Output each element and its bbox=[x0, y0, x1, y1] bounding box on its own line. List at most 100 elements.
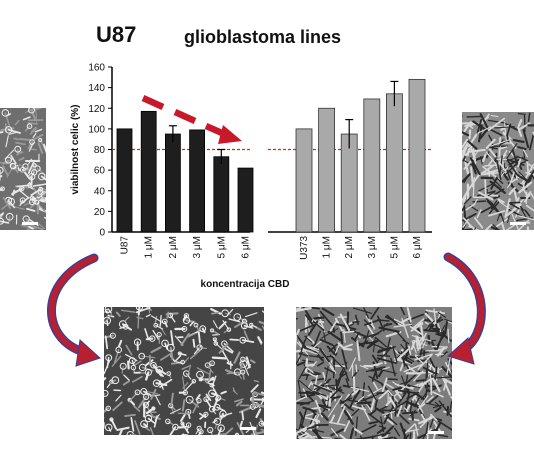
cell-body bbox=[185, 422, 192, 428]
cell bbox=[427, 334, 431, 345]
cell bbox=[239, 420, 243, 428]
cell bbox=[394, 348, 409, 363]
trend-arrow-dash bbox=[141, 95, 165, 110]
cell bbox=[370, 318, 375, 330]
cell bbox=[109, 379, 117, 385]
cell bbox=[450, 396, 452, 400]
cell bbox=[226, 361, 234, 366]
cell bbox=[43, 143, 46, 154]
cell bbox=[28, 158, 33, 165]
cell bbox=[394, 403, 398, 417]
cell bbox=[16, 150, 23, 156]
cell bbox=[352, 307, 373, 314]
cell bbox=[20, 196, 30, 205]
cell-body bbox=[150, 361, 157, 369]
cell bbox=[137, 395, 148, 409]
cell-body bbox=[166, 371, 172, 376]
cell bbox=[490, 176, 498, 190]
cell bbox=[347, 408, 360, 421]
cell bbox=[506, 203, 522, 217]
cell bbox=[318, 404, 332, 409]
cell bbox=[260, 391, 264, 395]
cell bbox=[104, 335, 109, 350]
cell bbox=[361, 405, 371, 422]
cell bbox=[402, 339, 410, 345]
cell bbox=[379, 405, 388, 411]
cell bbox=[37, 194, 45, 201]
cell bbox=[369, 362, 383, 367]
cell bbox=[520, 207, 528, 219]
cell-body bbox=[180, 421, 185, 426]
x-tick-label: 3 μM bbox=[367, 236, 378, 258]
cell bbox=[245, 312, 258, 318]
cell bbox=[422, 366, 436, 375]
trend-arrow-dash bbox=[173, 109, 197, 124]
cell bbox=[314, 428, 321, 439]
cell bbox=[10, 154, 17, 165]
cell-body bbox=[183, 370, 190, 377]
cell bbox=[330, 428, 345, 437]
cell-body bbox=[109, 417, 114, 422]
cell bbox=[414, 355, 424, 364]
cell bbox=[166, 311, 170, 319]
cell bbox=[462, 131, 470, 137]
cell bbox=[298, 380, 315, 394]
cell-body bbox=[104, 423, 113, 432]
cell bbox=[444, 320, 449, 335]
cell bbox=[32, 183, 46, 187]
cell bbox=[399, 363, 404, 372]
cell bbox=[424, 382, 429, 402]
cell bbox=[243, 330, 250, 343]
cell bbox=[302, 359, 315, 363]
cell bbox=[381, 410, 398, 416]
cell bbox=[417, 395, 429, 411]
cell bbox=[412, 318, 425, 329]
cell bbox=[376, 427, 386, 435]
cell bbox=[7, 199, 16, 209]
cell bbox=[349, 427, 355, 439]
cell-body bbox=[133, 338, 142, 346]
cell bbox=[393, 388, 402, 399]
cell bbox=[199, 412, 207, 419]
cell bbox=[490, 226, 501, 230]
cell bbox=[437, 322, 442, 333]
cell bbox=[319, 310, 334, 327]
cell bbox=[253, 379, 259, 383]
cell bbox=[394, 383, 414, 390]
cell bbox=[147, 417, 157, 425]
cell bbox=[145, 314, 151, 318]
cell bbox=[241, 339, 255, 344]
cell-body bbox=[5, 156, 12, 164]
cell bbox=[250, 384, 259, 393]
cell bbox=[312, 340, 323, 349]
cell bbox=[106, 356, 110, 369]
cell bbox=[255, 402, 264, 407]
cell-body bbox=[209, 360, 215, 367]
cell-body bbox=[31, 169, 38, 176]
cell bbox=[18, 138, 32, 141]
cell bbox=[118, 429, 123, 435]
cell bbox=[327, 403, 338, 418]
cell bbox=[170, 392, 174, 405]
cell bbox=[487, 117, 505, 131]
cell bbox=[3, 159, 10, 164]
cell bbox=[330, 386, 342, 399]
cell bbox=[409, 432, 412, 439]
cell bbox=[169, 346, 174, 361]
cell bbox=[362, 397, 372, 408]
cell bbox=[367, 385, 377, 400]
cell bbox=[349, 395, 357, 409]
cell bbox=[419, 348, 423, 356]
cell bbox=[305, 314, 316, 328]
cell-body bbox=[104, 389, 109, 397]
cell bbox=[367, 413, 383, 425]
cell bbox=[250, 324, 258, 328]
cell bbox=[346, 410, 352, 418]
cell bbox=[0, 131, 4, 134]
cell bbox=[354, 435, 376, 439]
cell bbox=[115, 394, 122, 402]
cell bbox=[296, 351, 304, 366]
cell bbox=[261, 325, 264, 331]
y-tick-label: 40 bbox=[94, 186, 106, 197]
cell-body bbox=[221, 309, 229, 318]
